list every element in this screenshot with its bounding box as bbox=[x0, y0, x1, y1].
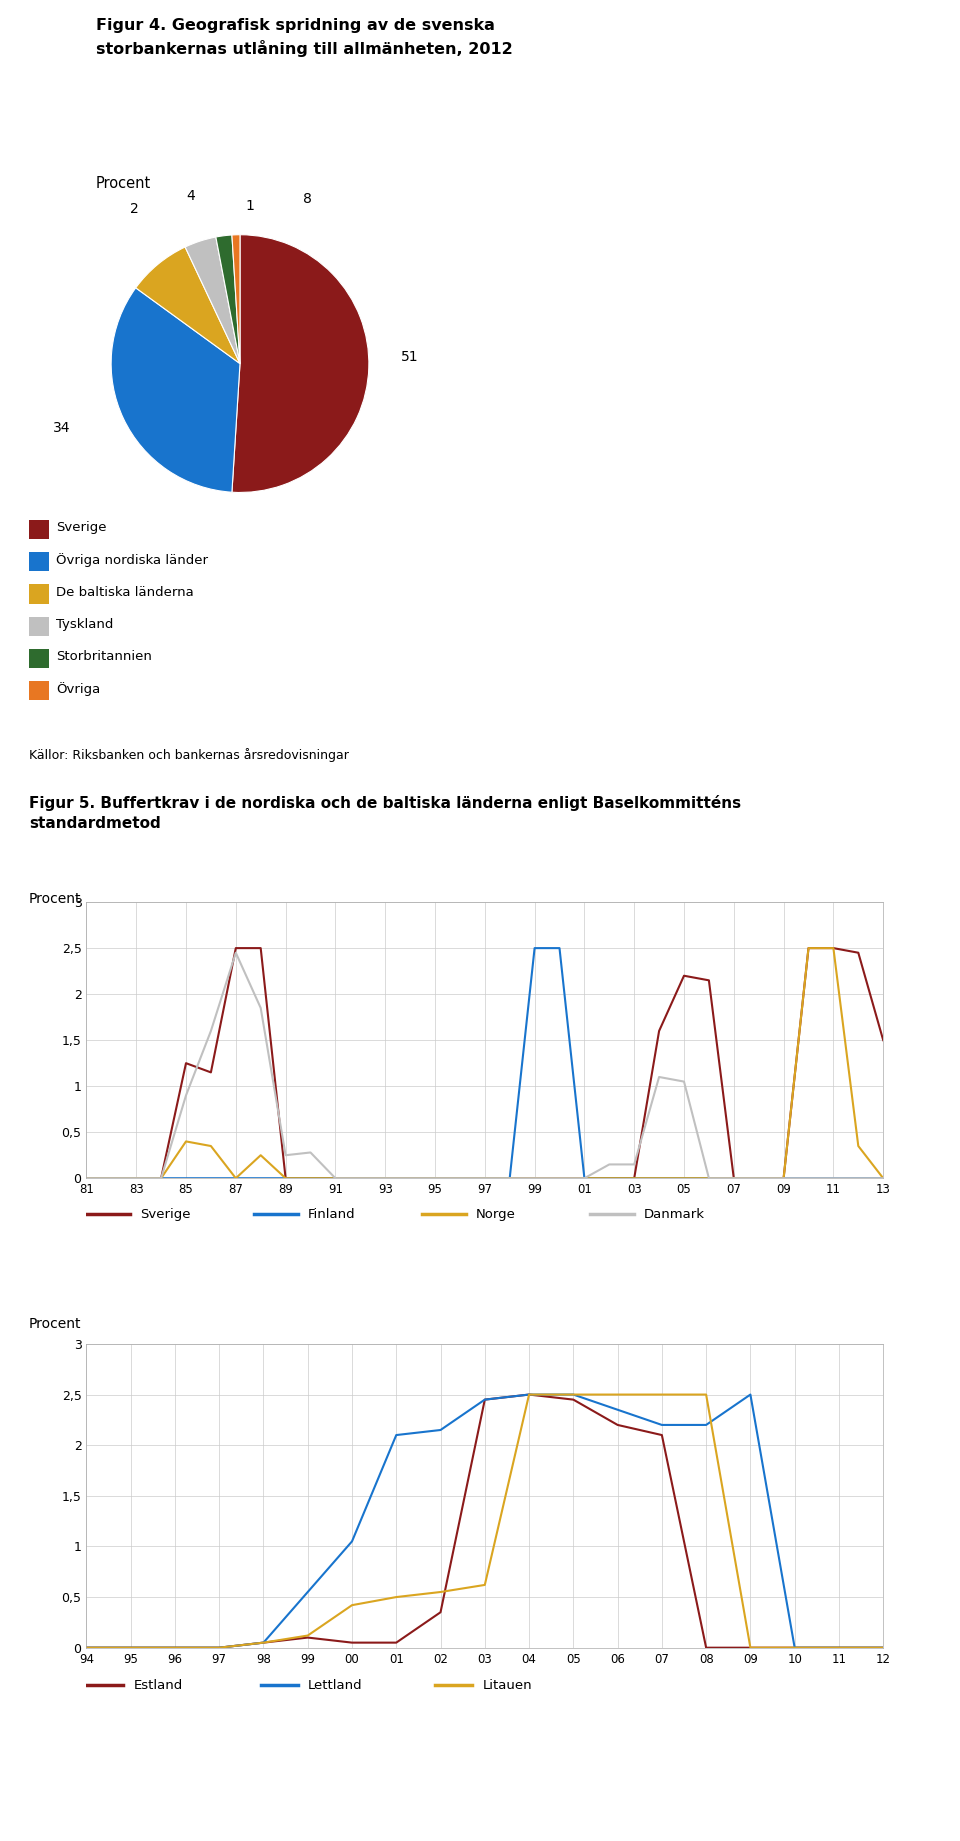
Text: Litauen: Litauen bbox=[482, 1679, 532, 1692]
Text: Figur 4. Geografisk spridning av de svenska
storbankernas utlåning till allmänhe: Figur 4. Geografisk spridning av de sven… bbox=[96, 18, 513, 57]
Wedge shape bbox=[232, 236, 369, 492]
Text: 2: 2 bbox=[130, 203, 138, 215]
Bar bbox=[29, 617, 49, 635]
Wedge shape bbox=[232, 236, 240, 365]
Text: Estland: Estland bbox=[133, 1679, 183, 1692]
Text: Tyskland: Tyskland bbox=[57, 619, 113, 631]
Text: Storbritannien: Storbritannien bbox=[57, 650, 152, 663]
Text: Sverige: Sverige bbox=[140, 1208, 191, 1221]
Text: 8  –  E K O N O M I S K A   K O M M E N T A R E R   N R  2 ,   2 0 1 3: 8 – E K O N O M I S K A K O M M E N T A … bbox=[263, 1808, 697, 1823]
Text: 8: 8 bbox=[302, 191, 311, 206]
Text: Källor: Riksbanken och bankernas årsredovisningar: Källor: Riksbanken och bankernas årsredo… bbox=[29, 747, 348, 762]
Text: Figur 5. Buffertkrav i de nordiska och de baltiska länderna enligt Baselkommitté: Figur 5. Buffertkrav i de nordiska och d… bbox=[29, 795, 741, 830]
Wedge shape bbox=[216, 236, 240, 365]
Wedge shape bbox=[135, 247, 240, 365]
Bar bbox=[29, 681, 49, 700]
Text: Sverige: Sverige bbox=[57, 521, 107, 534]
Text: De baltiska länderna: De baltiska länderna bbox=[57, 585, 194, 598]
Text: Övriga nordiska länder: Övriga nordiska länder bbox=[57, 552, 208, 567]
Text: 1: 1 bbox=[246, 199, 254, 214]
Text: Övriga: Övriga bbox=[57, 681, 101, 696]
Bar bbox=[29, 552, 49, 571]
Text: Procent: Procent bbox=[29, 891, 82, 906]
Text: Procent: Procent bbox=[96, 177, 152, 191]
Text: 34: 34 bbox=[54, 422, 71, 434]
Wedge shape bbox=[185, 237, 240, 365]
Wedge shape bbox=[111, 287, 240, 492]
Bar bbox=[29, 519, 49, 539]
Text: Finland: Finland bbox=[308, 1208, 356, 1221]
Text: Norge: Norge bbox=[476, 1208, 516, 1221]
Text: 51: 51 bbox=[401, 350, 419, 365]
Text: Procent: Procent bbox=[29, 1316, 82, 1331]
Bar bbox=[29, 648, 49, 668]
Bar bbox=[29, 584, 49, 604]
Text: Lettland: Lettland bbox=[308, 1679, 363, 1692]
Text: 4: 4 bbox=[186, 190, 196, 203]
Text: Danmark: Danmark bbox=[644, 1208, 706, 1221]
